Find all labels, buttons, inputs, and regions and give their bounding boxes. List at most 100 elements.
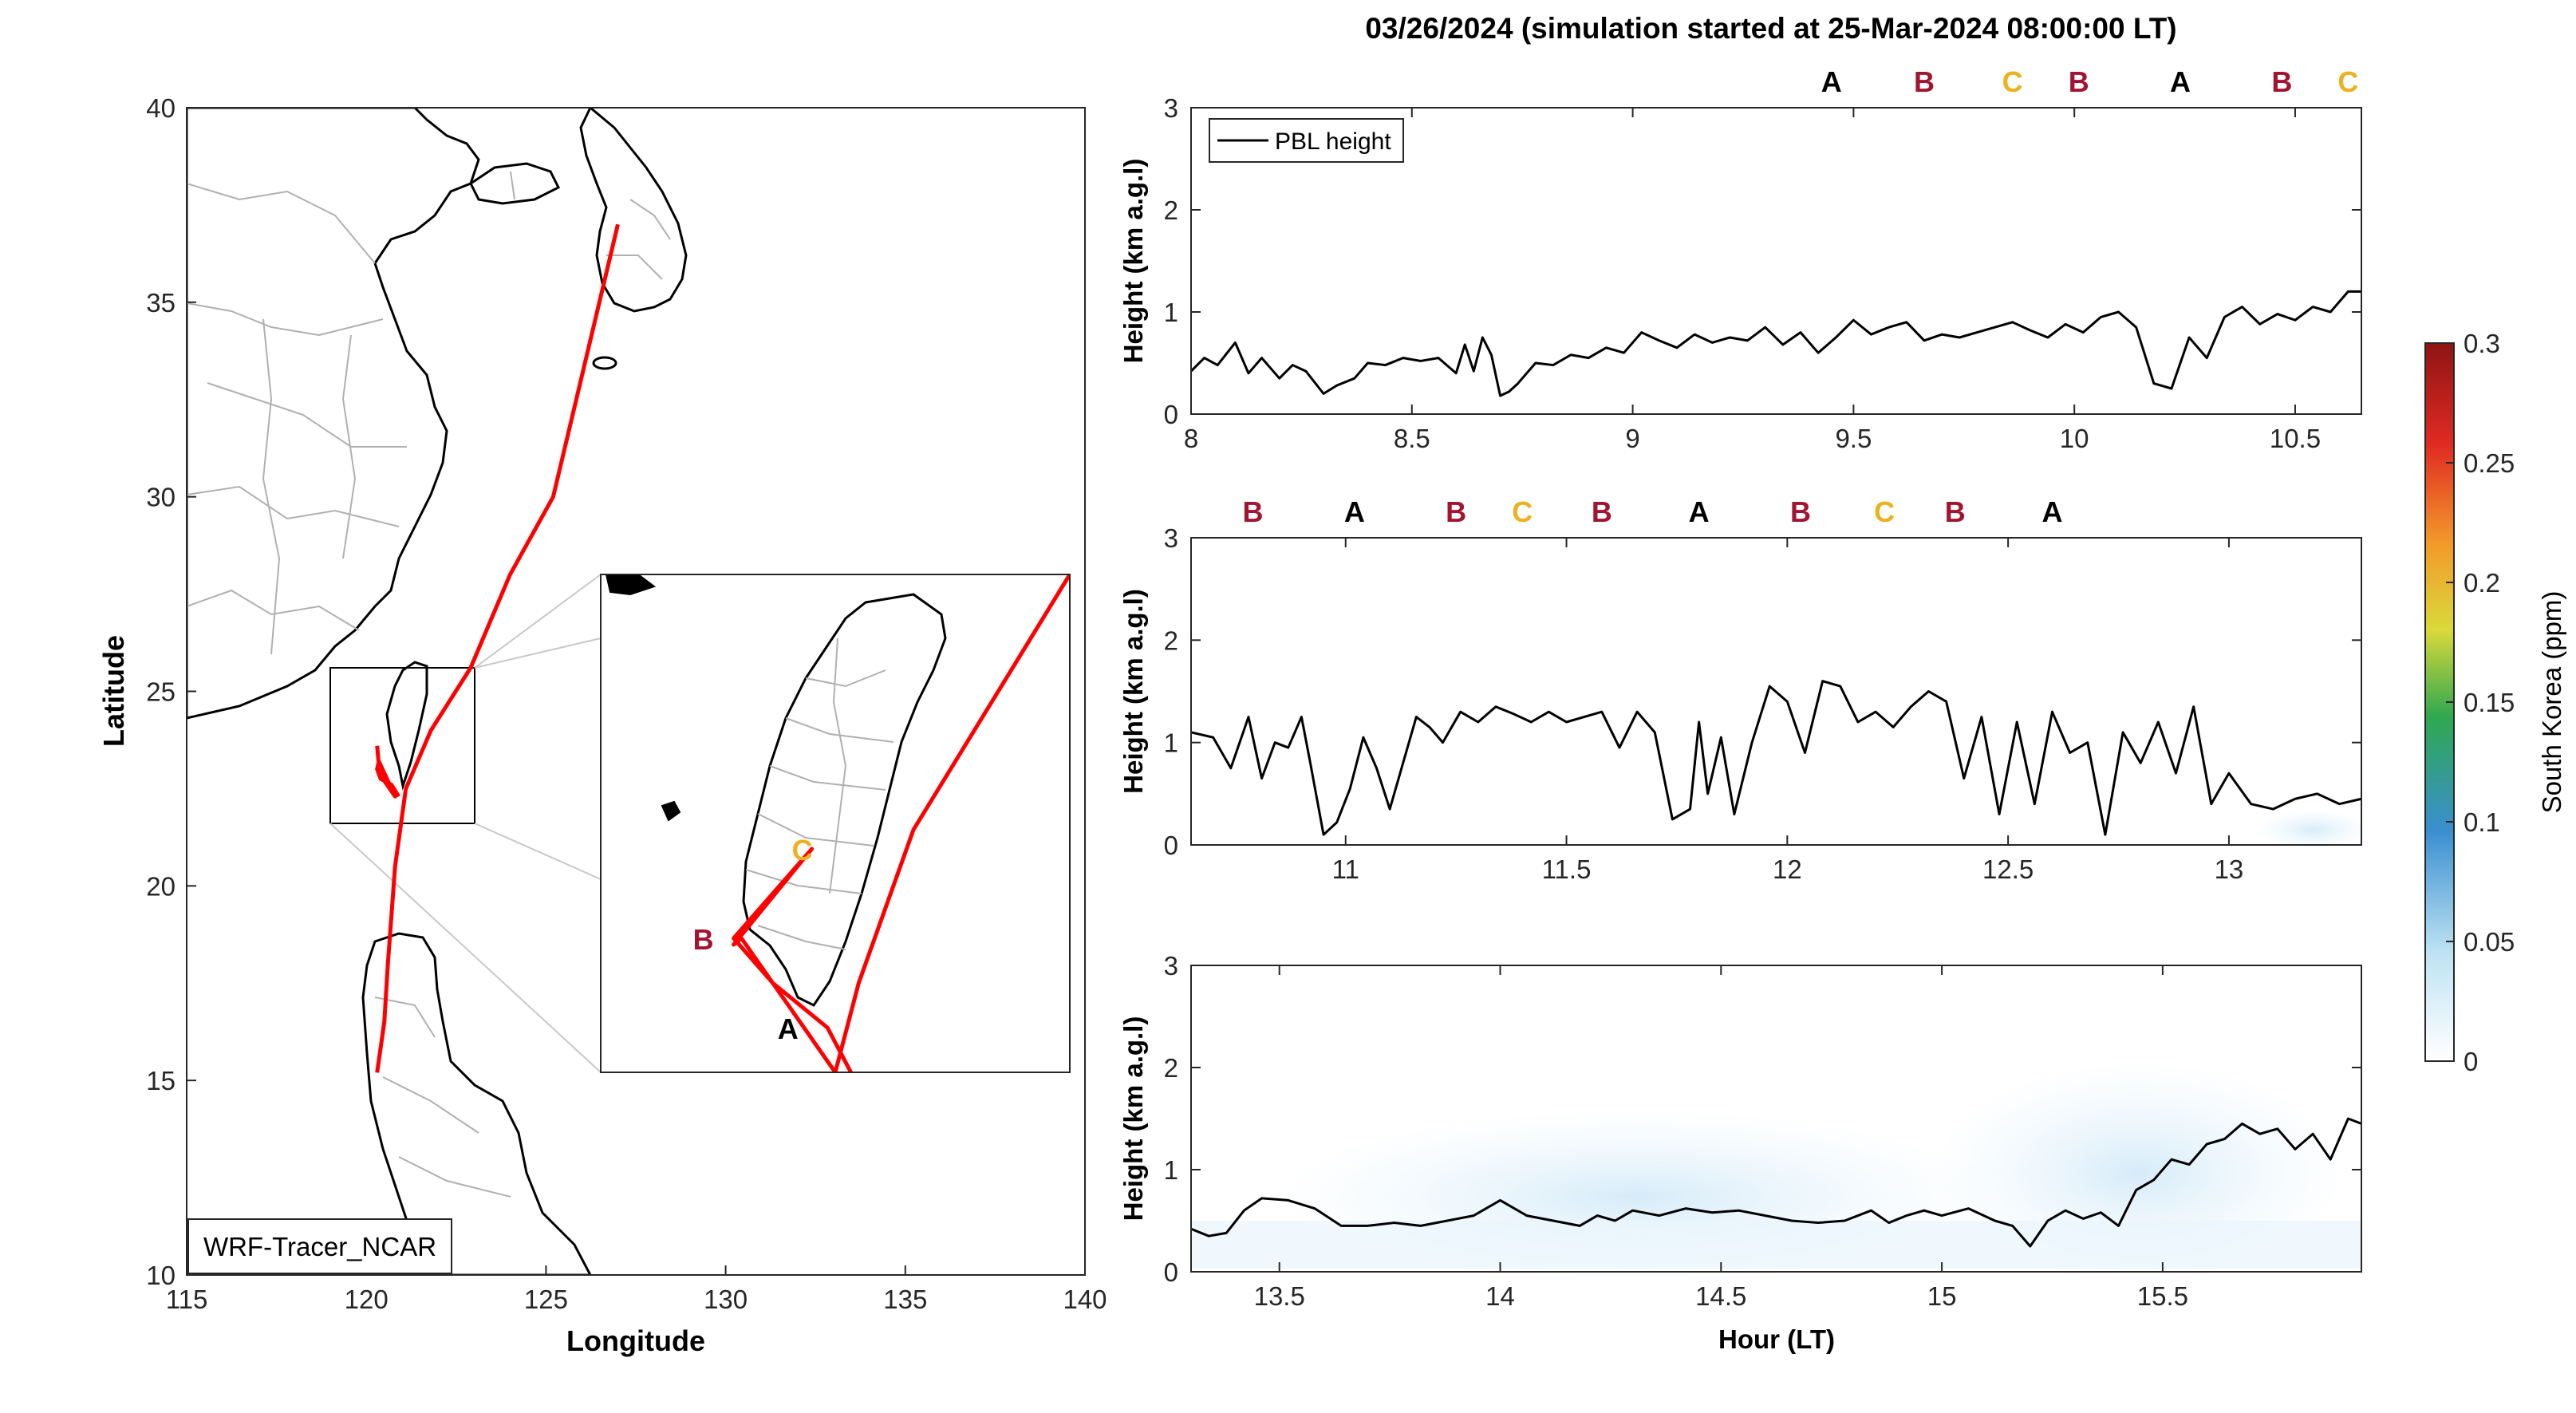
inset-islet xyxy=(605,574,657,596)
panel3-xlabel: Hour (LT) xyxy=(1718,1324,1835,1354)
colorbar-tick-label: 0.15 xyxy=(2464,688,2515,717)
segment-label-B: B xyxy=(1790,495,1811,528)
admin-borders xyxy=(187,171,671,1198)
ytick-label: 1 xyxy=(1164,298,1178,327)
xtick-label: 10.5 xyxy=(2270,424,2321,453)
xtick-label: 13 xyxy=(2215,855,2244,884)
axes-box xyxy=(1190,965,2362,1273)
inset-point-C: C xyxy=(792,834,813,866)
model-label-box xyxy=(187,1218,452,1274)
colorbar-tick-label: 0.05 xyxy=(2464,927,2515,957)
segment-label-C: C xyxy=(2337,65,2358,98)
ytick-label: 3 xyxy=(1164,951,1178,981)
ytick-label: 3 xyxy=(1164,523,1178,553)
ytick-label: 2 xyxy=(1164,195,1178,225)
colorbar-tick-label: 0 xyxy=(2464,1047,2478,1076)
pbl-height-line xyxy=(1190,1117,2362,1248)
zoom-connector xyxy=(329,823,602,1073)
inset-point-A: A xyxy=(778,1012,799,1045)
inset-point-B: B xyxy=(693,923,714,956)
colorbar-tick-label: 0.3 xyxy=(2464,329,2500,358)
map-xtick-label: 130 xyxy=(704,1285,748,1314)
legend: PBL height xyxy=(1209,118,1404,163)
map-ylabel: Latitude xyxy=(97,635,130,747)
map-xlabel: Longitude xyxy=(566,1324,705,1357)
map-ytick-label: 30 xyxy=(146,483,176,512)
map-xtick-label: 125 xyxy=(524,1285,568,1314)
segment-label-B: B xyxy=(2271,65,2292,98)
segment-label-B: B xyxy=(1914,65,1935,98)
map-ticks: 115 120 125 130 135 140 10 15 20 25 30 35 40 xyxy=(146,93,1107,1314)
xtick-label: 8.5 xyxy=(1394,424,1430,453)
segment-label-B: B xyxy=(1945,495,1966,528)
xtick-label: 11 xyxy=(1332,855,1359,884)
map-xtick-label: 140 xyxy=(1063,1285,1107,1314)
xtick-label: 8 xyxy=(1184,424,1198,453)
ytick-label: 2 xyxy=(1164,626,1178,655)
map-xtick-label: 115 xyxy=(166,1285,208,1314)
colorbar-tick-label: 0.1 xyxy=(2464,807,2500,837)
xtick-label: 12.5 xyxy=(1982,855,2034,884)
map-xtick-label: 120 xyxy=(345,1285,389,1314)
xtick-label: 9 xyxy=(1625,424,1639,453)
ytick-label: 0 xyxy=(1164,1257,1178,1287)
inset-islet xyxy=(661,800,681,822)
ylabel: Height (km a.g.l) xyxy=(1118,159,1148,364)
segment-label-C: C xyxy=(1512,495,1533,528)
map-ytick-label: 25 xyxy=(146,677,176,707)
xtick-label: 12 xyxy=(1773,855,1802,884)
map-ytick-label: 20 xyxy=(146,871,176,901)
axes-box xyxy=(1190,107,2362,415)
ytick-label: 1 xyxy=(1164,1155,1178,1185)
colorbar: 0 0.05 0.1 0.15 0.2 0.25 0.3 South Korea (ppm) xyxy=(2424,329,2566,1076)
legend-label: PBL height xyxy=(1275,128,1391,155)
inset-flight-track xyxy=(732,574,1070,1072)
jeju-island xyxy=(592,356,617,370)
map-panel: 115 120 125 130 135 140 10 15 20 25 30 35 40 Longitu… xyxy=(97,93,1107,1357)
model-label: WRF-Tracer_NCAR xyxy=(203,1232,436,1261)
inset-borders xyxy=(745,637,894,950)
xtick-label: 15.5 xyxy=(2137,1281,2188,1311)
flight-track-taiwan xyxy=(375,745,400,799)
china-coastline xyxy=(187,108,480,720)
colorbar-tick-label: 0.25 xyxy=(2464,448,2515,478)
korea-coastline xyxy=(579,108,688,313)
pbl-height-line xyxy=(1189,290,2361,397)
ytick-label: 1 xyxy=(1164,728,1178,758)
segment-label-A: A xyxy=(1821,65,1842,98)
segment-label-B: B xyxy=(1592,495,1612,528)
axes-box xyxy=(1190,537,2362,846)
ytick-label: 0 xyxy=(1164,400,1178,429)
map-ytick-label: 40 xyxy=(146,93,176,123)
xtick-label: 14.5 xyxy=(1695,1281,1746,1311)
ytick-label: 2 xyxy=(1164,1053,1178,1083)
zoom-connector xyxy=(474,574,602,669)
pbl-height-line xyxy=(1190,680,2362,836)
flight-track xyxy=(375,223,620,1073)
map-land xyxy=(187,108,688,1275)
ylabel: Height (km a.g.l) xyxy=(1118,589,1148,794)
xtick-label: 13.5 xyxy=(1254,1281,1305,1311)
xtick-label: 14 xyxy=(1485,1281,1515,1311)
xtick-label: 10 xyxy=(2060,424,2089,453)
philippines-coastline xyxy=(361,932,592,1275)
inset-taiwan-coastline xyxy=(742,593,947,1007)
figure-title: 03/26/2024 (simulation started at 25-Mar… xyxy=(1365,12,2176,45)
map-xtick-label: 135 xyxy=(883,1285,927,1314)
segment-label-A: A xyxy=(1344,495,1365,528)
ytick-label: 3 xyxy=(1164,93,1178,123)
xtick-label: 15 xyxy=(1927,1281,1957,1311)
segment-label-A: A xyxy=(1689,495,1710,528)
segment-label-C: C xyxy=(2002,65,2023,98)
tracer-plume xyxy=(2258,810,2369,850)
zoom-connector xyxy=(474,823,602,880)
taiwan-coastline xyxy=(385,661,428,791)
inset-frame xyxy=(600,574,1071,1073)
segment-label-B: B xyxy=(1243,495,1264,528)
map-ytick-label: 35 xyxy=(146,288,176,318)
segment-label-B: B xyxy=(2069,65,2089,98)
tracer-plume xyxy=(1191,1221,2361,1269)
segment-label-A: A xyxy=(2170,65,2191,98)
